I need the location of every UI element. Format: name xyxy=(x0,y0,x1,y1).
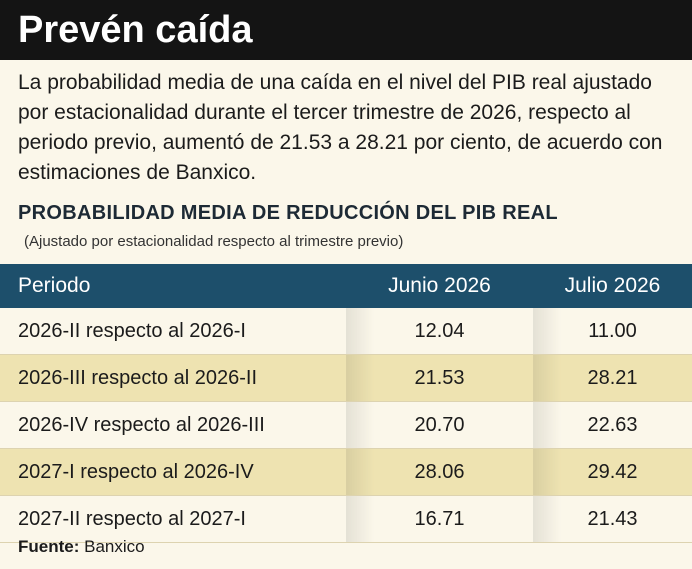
value-cell: 28.21 xyxy=(533,354,692,402)
source-label: Fuente: xyxy=(18,537,80,556)
value-cell: 11.00 xyxy=(533,308,692,355)
value-cell: 20.70 xyxy=(346,401,533,449)
value-cell: 21.43 xyxy=(533,495,692,543)
table-row: 2026-II respecto al 2026-I 12.04 11.00 xyxy=(0,308,692,355)
value-cell: 28.06 xyxy=(346,448,533,496)
table-subtitle: (Ajustado por estacionalidad respecto al… xyxy=(24,233,404,250)
period-cell: 2026-III respecto al 2026-II xyxy=(0,354,346,402)
value-cell: 12.04 xyxy=(346,308,533,355)
table-row: 2027-II respecto al 2027-I 16.71 21.43 xyxy=(0,495,692,543)
value-cell: 16.71 xyxy=(346,495,533,543)
period-cell: 2027-II respecto al 2027-I xyxy=(18,507,246,530)
table-title: PROBABILIDAD MEDIA DE REDUCCIÓN DEL PIB … xyxy=(18,202,558,224)
column-header: Junio 2026 xyxy=(346,264,533,308)
source: Fuente: Banxico xyxy=(18,537,145,557)
table: Periodo Junio 2026 Julio 2026 2026-II re… xyxy=(0,264,692,543)
table-row: 2026-IV respecto al 2026-III 20.70 22.63 xyxy=(0,401,692,449)
column-header: Periodo xyxy=(0,264,346,308)
column-header: Julio 2026 xyxy=(533,264,692,308)
title: Prevén caída xyxy=(0,0,692,60)
value-cell: 22.63 xyxy=(533,401,692,449)
header-row: Periodo Junio 2026 Julio 2026 xyxy=(0,264,692,308)
period-cell: 2027-I respecto al 2026-IV xyxy=(0,448,346,496)
intro: La probabilidad media de una caída en el… xyxy=(18,71,663,184)
period-cell: 2026-IV respecto al 2026-III xyxy=(18,413,265,436)
period-cell: 2026-II respecto al 2026-I xyxy=(18,319,246,342)
table-body: 2026-II respecto al 2026-I 12.04 11.00 2026… xyxy=(0,308,692,543)
table-row: 2027-I respecto al 2026-IV 28.06 29.42 xyxy=(0,448,692,496)
source-text: Banxico xyxy=(84,537,145,556)
value-cell: 21.53 xyxy=(346,354,533,402)
table-row: 2026-III respecto al 2026-II 21.53 28.21 xyxy=(0,354,692,402)
value-cell: 29.42 xyxy=(533,448,692,496)
